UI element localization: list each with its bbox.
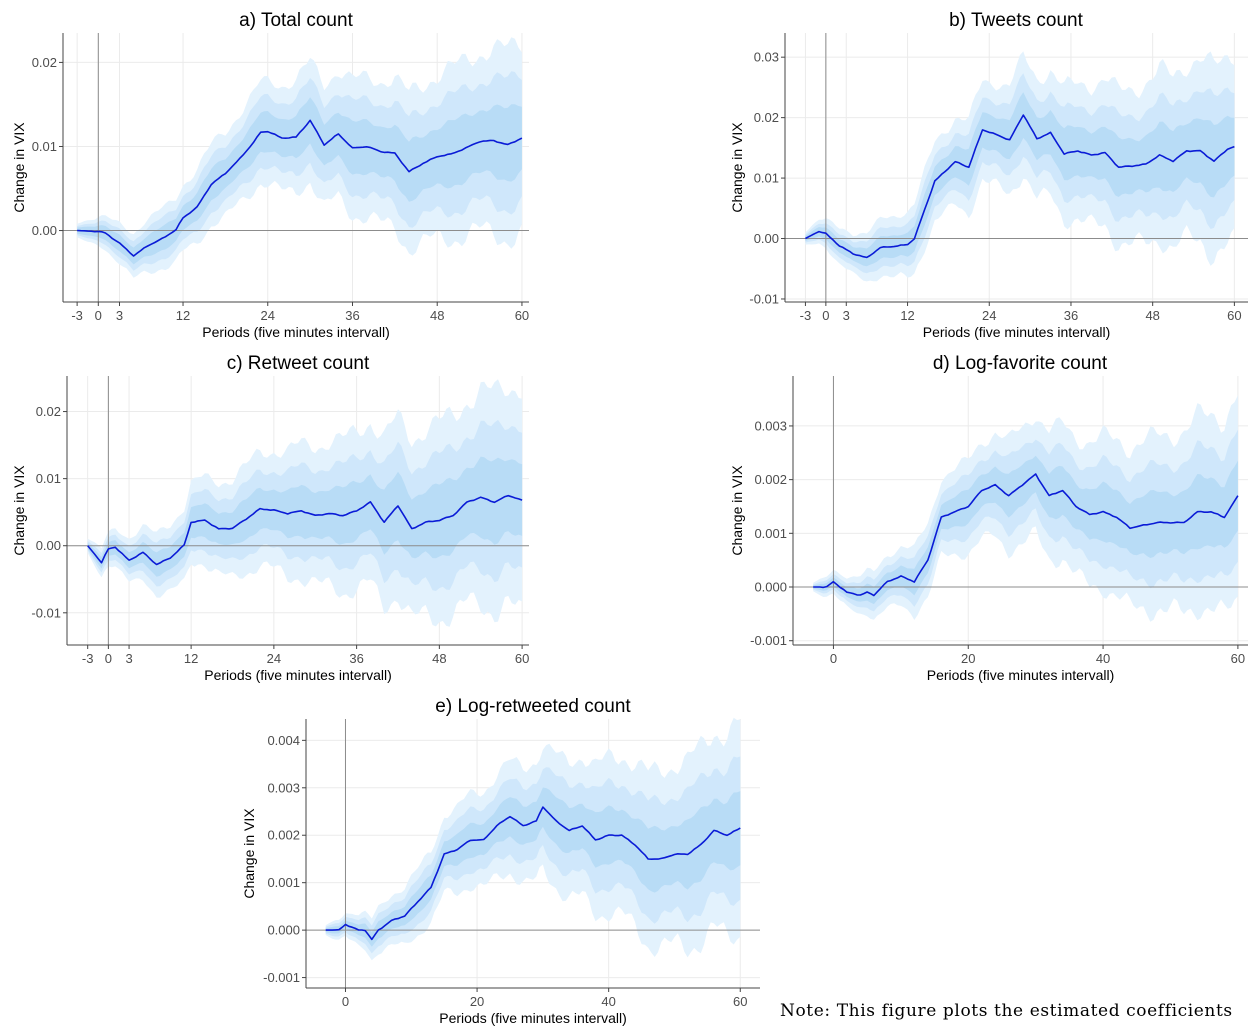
x-tick-label: 3 [843,308,850,323]
x-tick-label: 3 [125,651,132,666]
confidence-band-mid [805,73,1235,274]
x-tick-label: 36 [345,308,359,323]
x-tick-label: 0 [830,651,837,666]
y-tick-label: -0.01 [31,605,61,620]
x-tick-label: 60 [515,651,529,666]
y-tick-label: 0.003 [267,780,300,795]
x-tick-label: 20 [961,651,975,666]
confidence-band-inner [805,92,1235,267]
x-tick-label: 12 [184,651,198,666]
y-tick-label: 0.00 [32,223,57,238]
chart-panel-4: 0 20 40 60 -0.001 0.000 0.001 0.002 0.003 d) Log-… [729,353,1248,683]
y-tick-label: 0.000 [267,923,300,938]
chart-panel-5: 0 20 40 60 -0.001 0.000 0.001 0.002 0.003 0.004 e)… [241,696,760,1026]
y-tick-label: -0.001 [750,633,787,648]
y-tick-label: 0.01 [36,471,61,486]
confidence-band-mid [325,756,741,954]
x-tick-label: 48 [430,308,444,323]
y-tick-label: 0.01 [32,139,57,154]
y-tick-label: 0.00 [36,538,61,553]
confidence-band-inner [87,456,523,577]
x-tick-label: 60 [1231,651,1245,666]
y-axis-label: Change in VIX [11,465,27,556]
chart-title: c) Retweet count [227,353,370,374]
chart-title: a) Total count [239,10,353,31]
x-tick-label: -3 [71,308,83,323]
x-tick-label: 3 [116,308,123,323]
x-axis-label: Periods (five minutes intervall) [439,1010,627,1026]
x-tick-label: 60 [733,994,747,1009]
x-tick-label: 0 [822,308,829,323]
confidence-band-inner [77,97,522,265]
y-tick-label: 0.03 [754,50,779,65]
x-tick-label: 0 [342,994,349,1009]
x-tick-label: 0 [95,308,102,323]
y-tick-label: 0.000 [754,580,787,595]
coefficient-line [77,119,523,257]
y-axis-label: Change in VIX [241,808,257,899]
x-tick-label: 48 [432,651,446,666]
x-tick-label: -3 [82,651,94,666]
coefficient-line [805,114,1235,259]
x-tick-label: 36 [349,651,363,666]
chart-panel-2: -3 0 3 12 24 36 48 60 -0.01 0.00 0.01 0.02 0.03 b) Tw… [729,10,1248,340]
y-tick-label: 0.01 [754,171,779,186]
chart-title: d) Log-favorite count [933,353,1108,374]
x-tick-label: 0 [105,651,112,666]
chart-title: e) Log-retweeted count [435,696,631,717]
x-tick-label: 60 [515,308,529,323]
x-tick-label: 60 [1227,308,1241,323]
y-tick-label: 0.002 [267,828,300,843]
x-tick-label: 24 [267,651,281,666]
x-tick-label: 12 [900,308,914,323]
chart-panel-3: -3 0 3 12 24 36 48 60 -0.01 0.00 0.01 0.02 c) Retwee… [11,353,529,683]
confidence-band-inner [325,787,741,947]
y-tick-label: 0.02 [32,55,57,70]
confidence-band-inner [813,455,1238,605]
x-tick-label: -3 [800,308,812,323]
x-tick-label: 36 [1064,308,1078,323]
figure-note: Note: This figure plots the estimated co… [780,1001,1233,1021]
x-tick-label: 24 [261,308,275,323]
x-axis-label: Periods (five minutes intervall) [202,324,390,340]
y-tick-label: 0.001 [267,875,300,890]
y-axis-label: Change in VIX [729,465,745,556]
coefficient-line [87,494,523,566]
x-tick-label: 48 [1145,308,1159,323]
y-axis-label: Change in VIX [729,122,745,213]
chart-title: b) Tweets count [949,10,1084,31]
y-tick-label: 0.001 [754,526,787,541]
y-tick-label: 0.002 [754,472,787,487]
y-tick-label: -0.001 [263,970,300,985]
x-tick-label: 24 [982,308,996,323]
x-tick-label: 40 [601,994,615,1009]
y-tick-label: 0.02 [754,110,779,125]
x-tick-label: 40 [1096,651,1110,666]
y-tick-label: -0.01 [749,291,779,306]
x-tick-label: 20 [470,994,484,1009]
x-axis-label: Periods (five minutes intervall) [927,667,1115,683]
y-tick-label: 0.004 [267,733,300,748]
y-tick-label: 0.003 [754,418,787,433]
x-tick-label: 12 [176,308,190,323]
y-tick-label: 0.02 [36,404,61,419]
y-tick-label: 0.00 [754,231,779,246]
x-axis-label: Periods (five minutes intervall) [204,667,392,683]
y-axis-label: Change in VIX [11,122,27,213]
x-axis-label: Periods (five minutes intervall) [923,324,1111,340]
chart-panel-1: -3 0 3 12 24 36 48 60 0.00 0.01 0.02 a) Total count… [11,10,529,340]
coefficient-line [813,473,1239,597]
coefficient-line [325,806,741,941]
